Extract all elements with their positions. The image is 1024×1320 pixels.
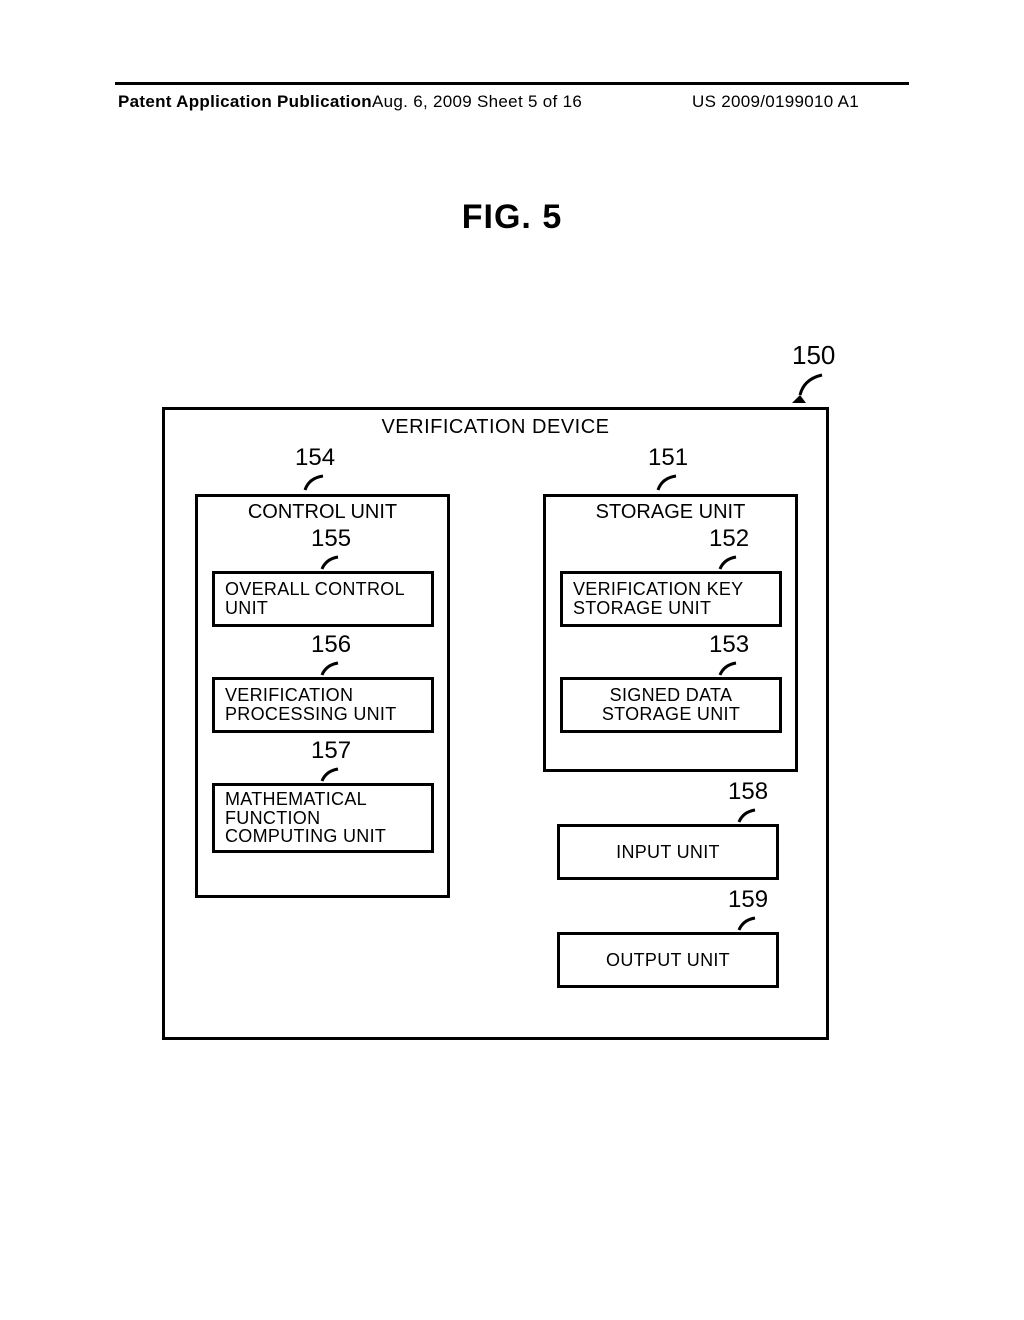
- verification-device-title: VERIFICATION DEVICE: [165, 416, 826, 439]
- verification-key-storage-label: VERIFICATION KEY STORAGE UNIT: [573, 580, 744, 618]
- ref-154: 154: [295, 444, 335, 492]
- ref-159-swoosh: [735, 916, 761, 932]
- verification-processing-unit-box: VERIFICATION PROCESSING UNIT: [212, 677, 434, 733]
- ref-156-swoosh: [318, 661, 344, 677]
- header-left: Patent Application Publication: [118, 92, 372, 112]
- input-unit-label: INPUT UNIT: [616, 843, 720, 862]
- signed-data-storage-label: SIGNED DATA STORAGE UNIT: [602, 686, 740, 724]
- ref-150-label: 150: [792, 340, 835, 370]
- ref-157: 157: [311, 737, 351, 783]
- ref-152-label: 152: [709, 525, 749, 552]
- ref-153: 153: [709, 631, 749, 677]
- ref-154-swoosh: [301, 474, 329, 492]
- header-rule: [115, 82, 909, 85]
- signed-data-storage-box: SIGNED DATA STORAGE UNIT: [560, 677, 782, 733]
- verification-device-box: VERIFICATION DEVICE 154 CONTROL UNIT 155…: [162, 407, 829, 1040]
- ref-153-label: 153: [709, 631, 749, 658]
- header-center: Aug. 6, 2009 Sheet 5 of 16: [372, 92, 582, 112]
- ref-159: 159: [728, 886, 768, 932]
- ref-152: 152: [709, 525, 749, 571]
- figure-title: FIG. 5: [0, 198, 1024, 237]
- header-right: US 2009/0199010 A1: [692, 92, 859, 112]
- math-function-unit-box: MATHEMATICAL FUNCTION COMPUTING UNIT: [212, 783, 434, 853]
- ref-151-label: 151: [648, 444, 688, 471]
- control-unit-title: CONTROL UNIT: [198, 501, 447, 524]
- ref-156: 156: [311, 631, 351, 677]
- verification-key-storage-box: VERIFICATION KEY STORAGE UNIT: [560, 571, 782, 627]
- page: Patent Application Publication Aug. 6, 2…: [0, 0, 1024, 1320]
- ref-153-swoosh: [716, 661, 742, 677]
- ref-158: 158: [728, 778, 768, 824]
- storage-unit-title: STORAGE UNIT: [546, 501, 795, 524]
- ref-150: 150: [792, 340, 835, 407]
- math-function-unit-label: MATHEMATICAL FUNCTION COMPUTING UNIT: [225, 790, 386, 847]
- ref-151-swoosh: [654, 474, 682, 492]
- ref-159-label: 159: [728, 886, 768, 913]
- ref-150-swoosh: [792, 373, 832, 407]
- ref-155: 155: [311, 525, 351, 571]
- ref-156-label: 156: [311, 631, 351, 658]
- input-unit-box: INPUT UNIT: [557, 824, 779, 880]
- output-unit-box: OUTPUT UNIT: [557, 932, 779, 988]
- overall-control-unit-box: OVERALL CONTROL UNIT: [212, 571, 434, 627]
- ref-157-label: 157: [311, 737, 351, 764]
- output-unit-label: OUTPUT UNIT: [606, 951, 730, 970]
- ref-155-label: 155: [311, 525, 351, 552]
- ref-157-swoosh: [318, 767, 344, 783]
- verification-processing-unit-label: VERIFICATION PROCESSING UNIT: [225, 686, 397, 724]
- storage-unit-box: STORAGE UNIT 152 VERIFICATION KEY STORAG…: [543, 494, 798, 772]
- ref-154-label: 154: [295, 444, 335, 471]
- ref-158-swoosh: [735, 808, 761, 824]
- ref-151: 151: [648, 444, 688, 492]
- overall-control-unit-label: OVERALL CONTROL UNIT: [225, 580, 405, 618]
- ref-152-swoosh: [716, 555, 742, 571]
- ref-155-swoosh: [318, 555, 344, 571]
- control-unit-box: CONTROL UNIT 155 OVERALL CONTROL UNIT 15…: [195, 494, 450, 898]
- ref-158-label: 158: [728, 778, 768, 805]
